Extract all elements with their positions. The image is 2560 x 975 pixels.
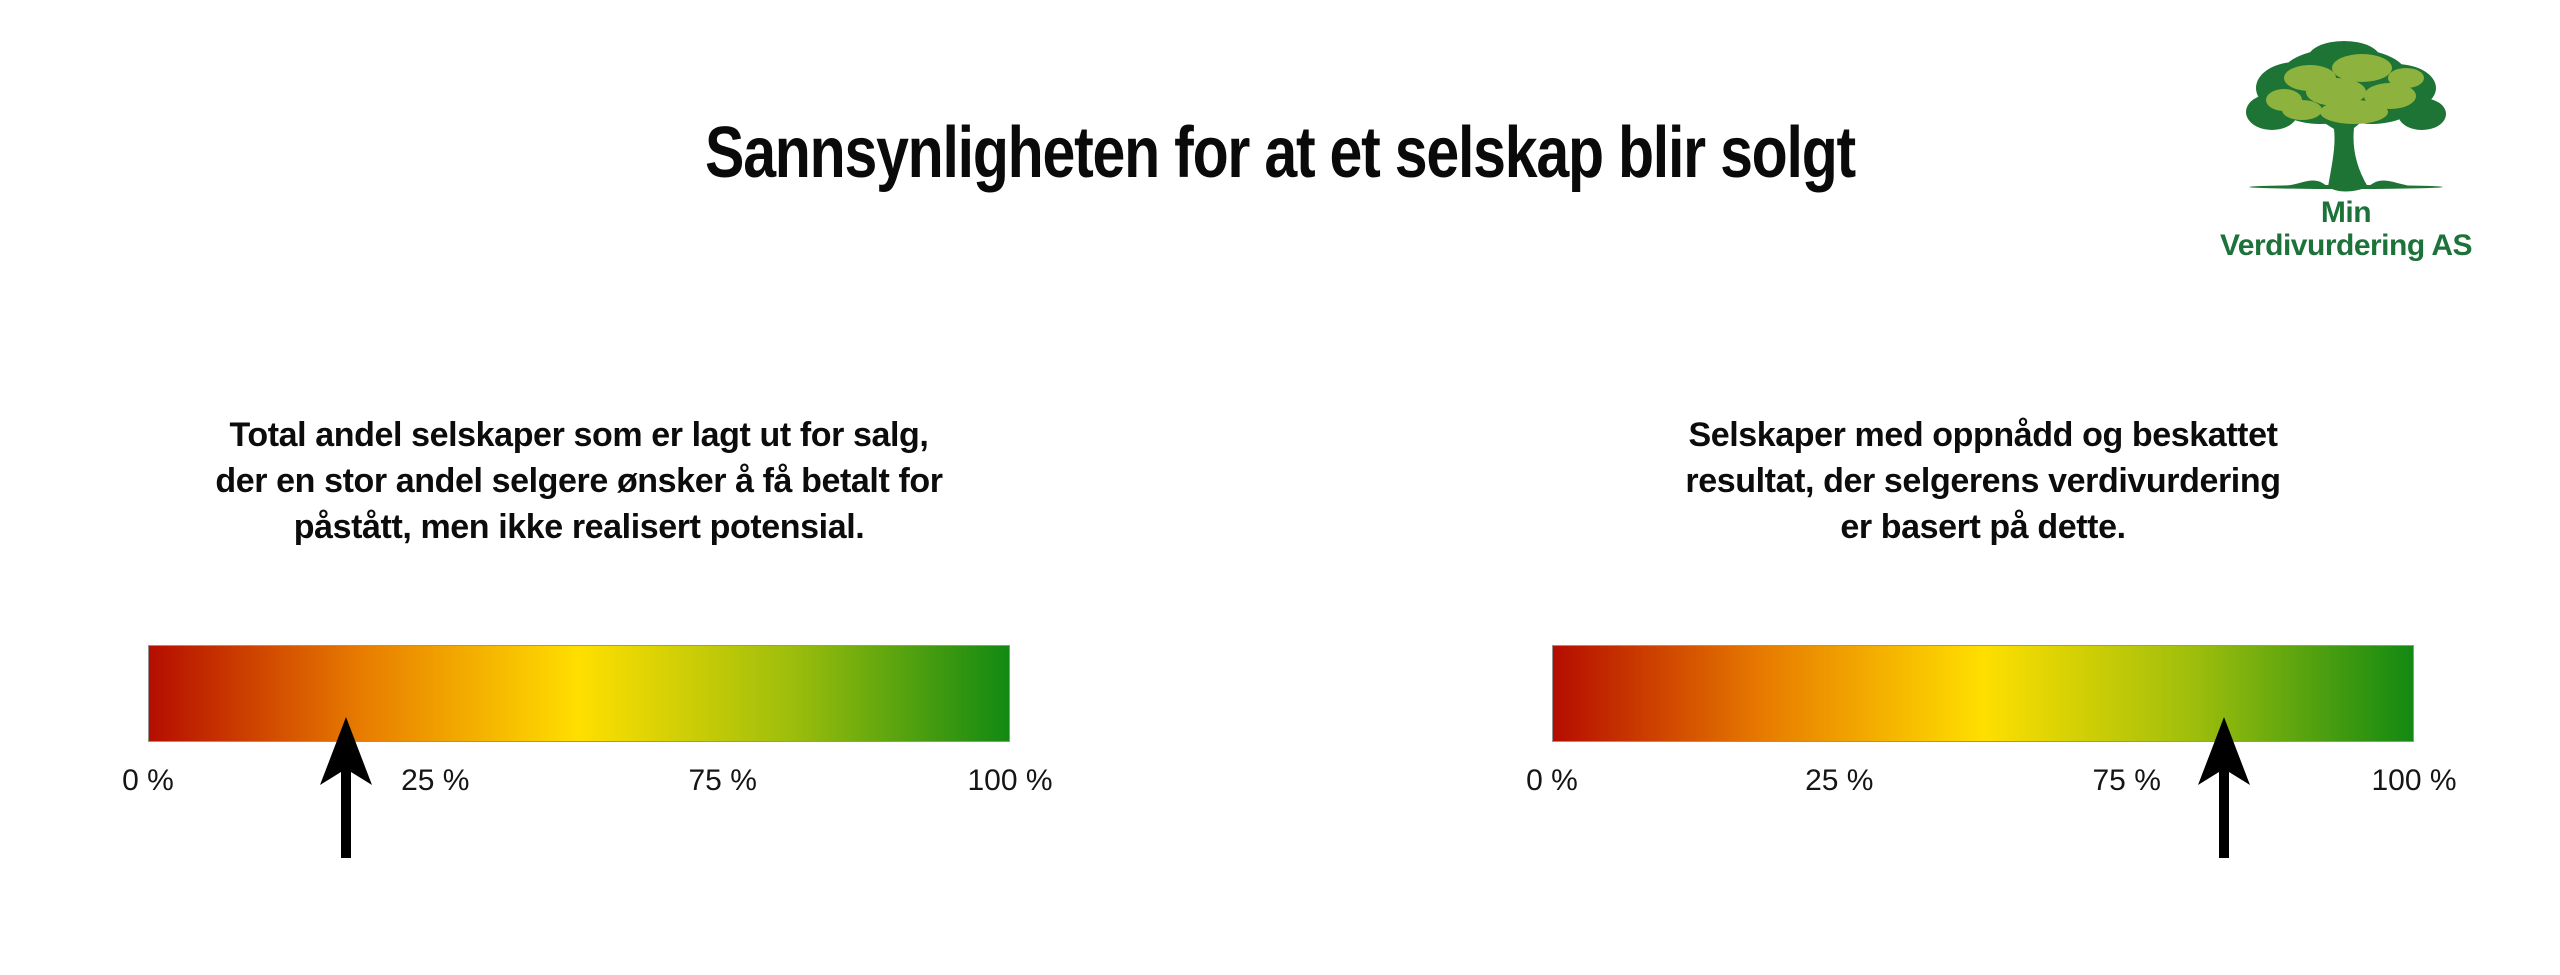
- gradient-scale-bar: [148, 645, 1010, 742]
- description-line: påstått, men ikke realisert potensial.: [293, 508, 865, 546]
- tick-label-25pct: 25 %: [1805, 764, 1874, 797]
- description-line: resultat, der selgerens verdivurdering: [1685, 462, 2281, 500]
- panel-achieved-results: Selskaper med oppnådd og beskattet resul…: [1526, 0, 2457, 975]
- marker-arrow-icon: [320, 717, 373, 858]
- company-logo: Min Verdivurdering AS: [2198, 34, 2494, 262]
- description-line: Selskaper med oppnådd og beskattet: [1688, 416, 2278, 454]
- panel-description: Selskaper med oppnådd og beskattet resul…: [1482, 412, 2484, 550]
- tick-label-25pct: 25 %: [401, 764, 470, 797]
- tick-label-100pct: 100 %: [967, 764, 1053, 797]
- tree-icon: [2245, 41, 2446, 192]
- logo-text-line1: Min: [2320, 196, 2372, 229]
- description-line: der en stor andel selgere ønsker å få be…: [215, 462, 943, 500]
- tick-label-75pct: 75 %: [2092, 764, 2161, 797]
- description-line: Total andel selskaper som er lagt ut for…: [229, 416, 929, 454]
- marker-arrow-icon: [2198, 717, 2251, 858]
- tick-label-0pct: 0 %: [122, 764, 174, 797]
- panel-listed-for-sale: Total andel selskaper som er lagt ut for…: [122, 0, 1053, 975]
- description-line: er basert på dette.: [1840, 508, 2126, 546]
- gradient-scale-bar: [1552, 645, 2414, 742]
- logo-text-line2: Verdivurdering AS: [2219, 229, 2473, 262]
- panel-description: Total andel selskaper som er lagt ut for…: [78, 412, 1080, 550]
- tick-label-75pct: 75 %: [688, 764, 757, 797]
- tick-label-0pct: 0 %: [1526, 764, 1578, 797]
- page-title: Sannsynligheten for at et selskap blir s…: [705, 113, 1856, 193]
- tick-label-100pct: 100 %: [2371, 764, 2457, 797]
